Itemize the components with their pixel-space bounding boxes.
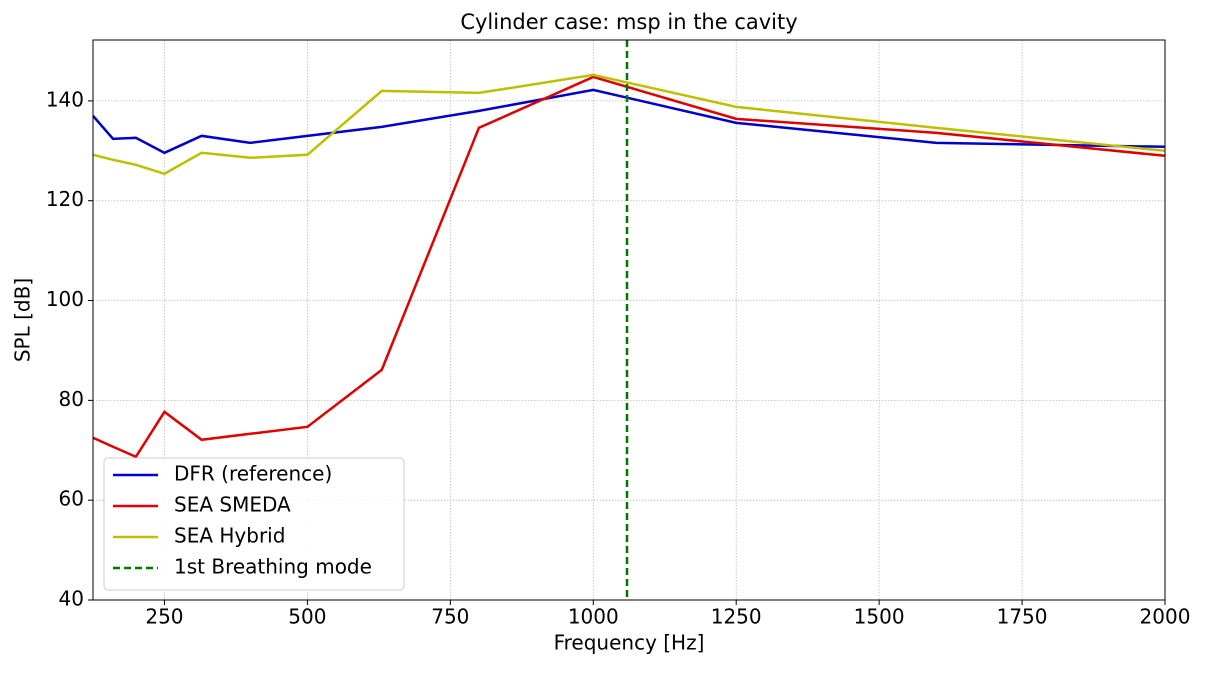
y-tick-label: 40 bbox=[59, 587, 84, 611]
legend-box bbox=[103, 457, 405, 591]
x-tick-label: 1750 bbox=[997, 605, 1048, 629]
x-tick-label: 750 bbox=[431, 605, 469, 629]
y-tick-label: 80 bbox=[59, 387, 84, 411]
legend-label: SEA SMEDA bbox=[174, 493, 291, 517]
plot-frame bbox=[92, 39, 1166, 601]
legend-label: 1st Breathing mode bbox=[174, 555, 372, 579]
legend-label: SEA Hybrid bbox=[174, 524, 285, 548]
y-tick-label: 60 bbox=[59, 487, 84, 511]
x-tick-label: 250 bbox=[145, 605, 183, 629]
x-tick-label: 1500 bbox=[854, 605, 905, 629]
y-tick-label: 120 bbox=[46, 187, 84, 211]
series-line bbox=[92, 75, 1166, 459]
x-tick-label: 2000 bbox=[1140, 605, 1191, 629]
y-tick-label: 140 bbox=[46, 87, 84, 111]
x-tick-label: 1250 bbox=[711, 605, 762, 629]
legend-label: DFR (reference) bbox=[174, 462, 332, 486]
series-line bbox=[92, 88, 1166, 155]
x-tick-label: 1000 bbox=[568, 605, 619, 629]
y-tick-label: 100 bbox=[46, 287, 84, 311]
x-tick-label: 500 bbox=[288, 605, 326, 629]
x-axis-label: Frequency [Hz] bbox=[554, 631, 705, 655]
chart-title: Cylinder case: msp in the cavity bbox=[460, 10, 797, 34]
series-line bbox=[92, 73, 1166, 176]
y-axis-label: SPL [dB] bbox=[11, 278, 35, 362]
